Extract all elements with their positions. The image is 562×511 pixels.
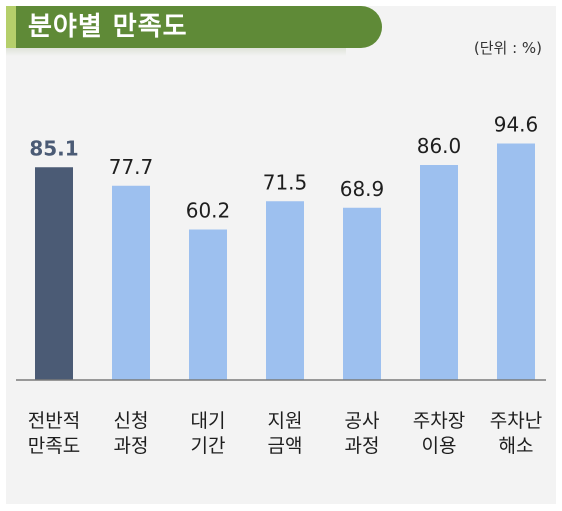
bar-6: [497, 143, 535, 380]
category-label-0: 전반적 만족도: [28, 410, 80, 457]
category-label-4: 공사 과정: [345, 410, 380, 457]
title-banner: [6, 6, 382, 48]
value-label-0: 85.1: [29, 136, 78, 160]
category-label-2: 대기 기간: [191, 410, 226, 457]
bar-3: [266, 201, 304, 380]
chart-title: 분야별 만족도: [28, 12, 188, 42]
value-label-3: 71.5: [263, 170, 308, 194]
title-accent: [6, 6, 16, 48]
bar-2: [189, 229, 227, 380]
bar-0: [35, 167, 73, 380]
value-label-5: 86.0: [417, 134, 462, 158]
value-label-2: 60.2: [186, 199, 231, 223]
category-label-5: 주차장 이용: [413, 410, 465, 457]
bar-5: [420, 165, 458, 380]
unit-label: (단위 : %): [473, 39, 542, 57]
value-label-4: 68.9: [340, 177, 385, 201]
value-label-1: 77.7: [109, 155, 154, 179]
value-label-6: 94.6: [494, 113, 539, 137]
bar-1: [112, 185, 150, 380]
category-label-3: 지원 금액: [268, 410, 303, 457]
category-label-6: 주차난 해소: [490, 410, 542, 457]
category-label-1: 신청 과정: [114, 410, 149, 457]
bar-4: [343, 207, 381, 380]
title-shadow: [6, 48, 346, 56]
